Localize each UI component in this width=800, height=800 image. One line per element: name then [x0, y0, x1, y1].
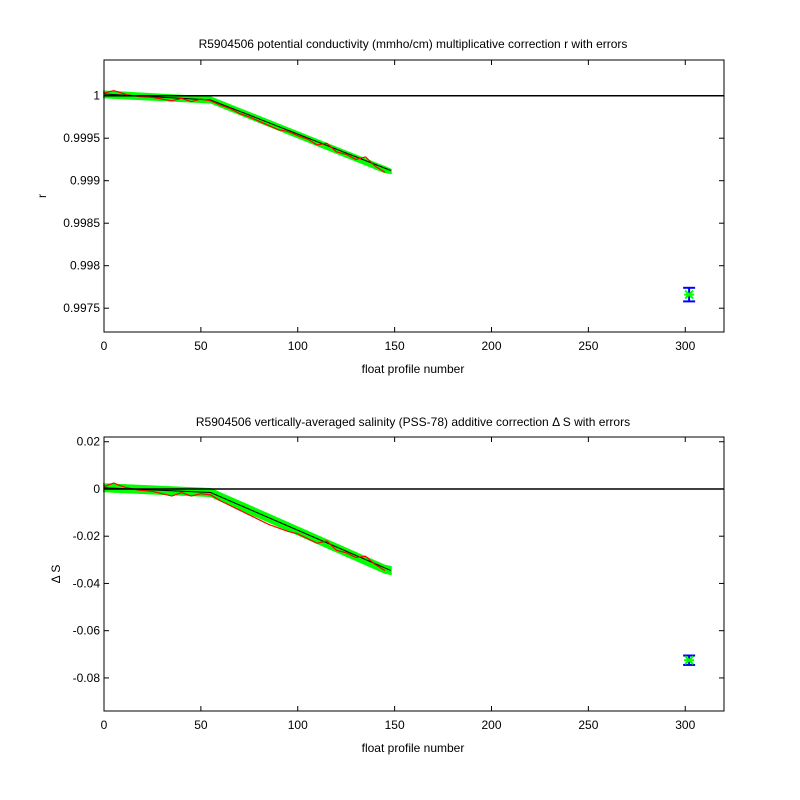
chart-conductivity-correction: R5904506 potential conductivity (mmho/cm… — [35, 37, 725, 376]
y-tick-label: 0.9985 — [63, 216, 100, 230]
x-tick-label: 200 — [481, 718, 501, 732]
y-tick-label: 1 — [93, 89, 100, 103]
x-tick-label: 300 — [675, 339, 695, 353]
error-point-marker — [684, 655, 695, 665]
axes-frame — [103, 59, 725, 333]
chart-title: R5904506 vertically-averaged salinity (P… — [196, 415, 630, 429]
x-tick-label: 250 — [578, 718, 598, 732]
uncertainty-band — [103, 483, 392, 576]
x-tick-label: 100 — [288, 339, 308, 353]
y-tick-label: 0.998 — [70, 259, 100, 273]
x-tick-label: 0 — [101, 718, 108, 732]
plot-content — [103, 482, 724, 666]
x-tick-label: 50 — [194, 718, 208, 732]
axes-frame — [103, 436, 725, 712]
x-tick-label: 50 — [194, 339, 208, 353]
plot-content — [103, 89, 724, 303]
x-tick-label: 200 — [481, 339, 501, 353]
y-tick-label: -0.06 — [73, 624, 101, 638]
chart-salinity-correction: R5904506 vertically-averaged salinity (P… — [49, 415, 725, 755]
x-axis-label: float profile number — [362, 741, 465, 755]
y-tick-label: -0.04 — [73, 576, 101, 590]
chart-title: R5904506 potential conductivity (mmho/cm… — [199, 37, 628, 51]
x-tick-label: 250 — [578, 339, 598, 353]
y-tick-label: -0.08 — [73, 671, 101, 685]
y-tick-label: 0.9975 — [63, 301, 100, 315]
y-tick-label: 0.02 — [77, 435, 101, 449]
y-tick-label: -0.02 — [73, 529, 101, 543]
axis-ticks: 0 50 100 150 200 250 300 0.9975 0.998 0.9985 0.999… — [63, 60, 724, 353]
uncertainty-band — [103, 90, 392, 175]
axis-ticks: 0 50 100 150 200 250 300 -0.08 -0.06 -0.04 -0.02 0 0… — [73, 435, 724, 732]
error-point-marker — [684, 289, 695, 300]
x-tick-label: 150 — [385, 339, 405, 353]
estimate-line — [103, 482, 386, 571]
y-axis-label: Δ S — [49, 565, 63, 584]
x-tick-label: 150 — [385, 718, 405, 732]
x-tick-label: 100 — [288, 718, 308, 732]
y-tick-label: 0.9995 — [63, 131, 100, 145]
x-tick-label: 0 — [101, 339, 108, 353]
y-axis-label: r — [35, 194, 49, 198]
x-tick-label: 300 — [675, 718, 695, 732]
y-tick-label: 0 — [93, 482, 100, 496]
estimate-line — [103, 89, 386, 173]
y-tick-label: 0.999 — [70, 174, 100, 188]
x-axis-label: float profile number — [362, 362, 465, 376]
